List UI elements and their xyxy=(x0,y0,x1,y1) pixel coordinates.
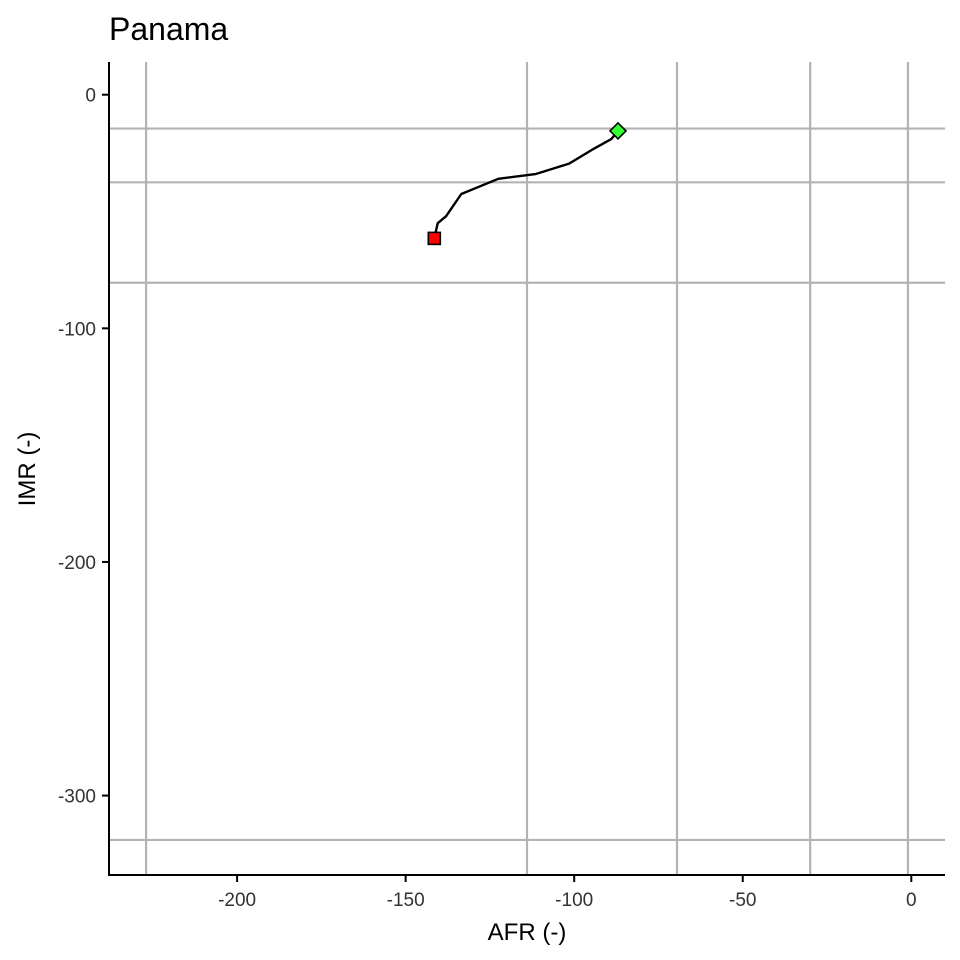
markers-layer xyxy=(427,121,628,246)
start-marker-square xyxy=(427,231,442,246)
x-tick-label-4: 0 xyxy=(906,890,917,911)
x-tick-label-1: -150 xyxy=(387,890,425,911)
ticks: -200 -150 -100 -50 0 0 -100 -200 -300 xyxy=(58,86,917,911)
x-tick-label-2: -100 xyxy=(555,890,593,911)
y-tick-label-0: 0 xyxy=(85,86,96,107)
axes xyxy=(108,62,945,876)
end-marker-diamond xyxy=(608,121,628,141)
x-axis-label: AFR (-) xyxy=(488,919,567,946)
x-tick-label-0: -200 xyxy=(218,890,256,911)
series-layer xyxy=(433,129,620,240)
reference-lines xyxy=(109,62,945,875)
series-line-0 xyxy=(433,129,620,240)
y-tick-label-1: -100 xyxy=(58,319,96,340)
x-tick-label-3: -50 xyxy=(729,890,756,911)
y-axis-label: IMR (-) xyxy=(14,432,41,507)
y-tick-label-3: -300 xyxy=(58,787,96,808)
y-tick-label-2: -200 xyxy=(58,553,96,574)
chart-title: Panama xyxy=(109,11,228,47)
